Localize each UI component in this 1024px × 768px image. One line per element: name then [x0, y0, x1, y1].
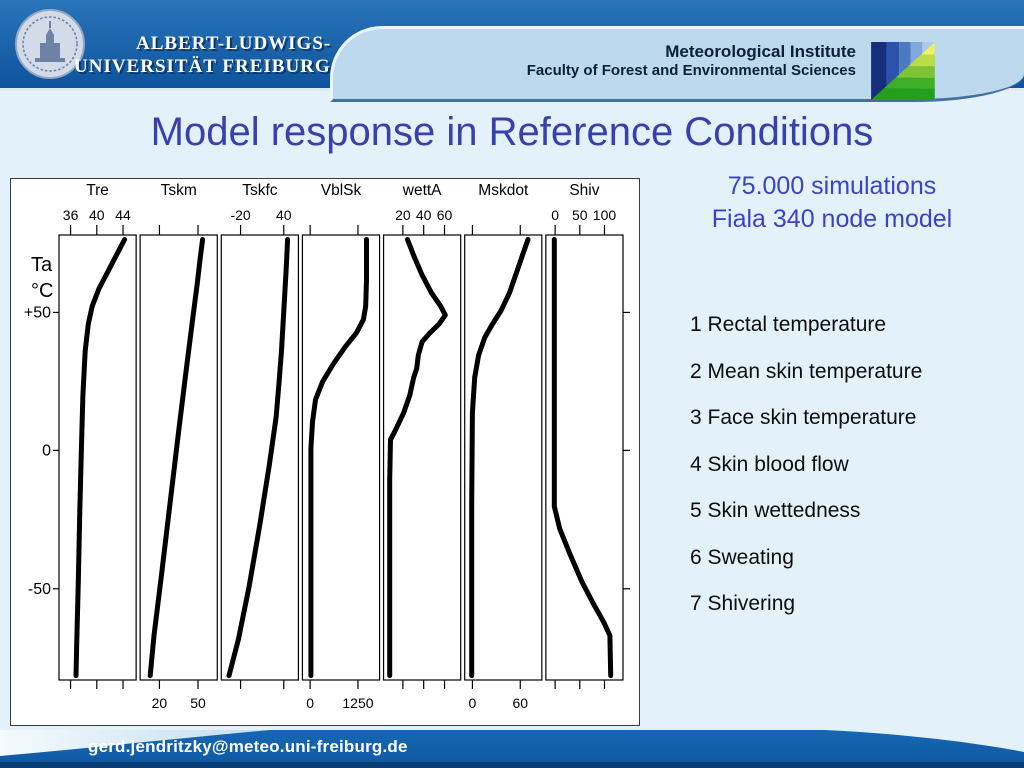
institute-logo-icon	[871, 42, 935, 100]
model-response-chart: Ta °C +50 0 -50 Tre 36 40 44 Tskm 20 50 Tskfc -20 40 Vb…	[24, 182, 630, 711]
university-branding: ALBERT-LUDWIGS- UNIVERSITÄT FREIBURG	[14, 8, 331, 80]
svg-text:40: 40	[276, 207, 292, 223]
svg-text:60: 60	[512, 695, 528, 711]
svg-text:Tre: Tre	[86, 182, 109, 199]
svg-text:40: 40	[416, 207, 432, 223]
svg-text:wettA: wettA	[402, 182, 442, 199]
legend-item: 2 Mean skin temperature	[690, 359, 923, 383]
chart-panel-Tskfc: Tskfc -20 40	[220, 182, 300, 689]
legend-item: 1 Rectal temperature	[690, 313, 887, 336]
chart-panel-Mskdot: Mskdot 0 60	[464, 182, 543, 711]
svg-text:Shiv: Shiv	[569, 182, 599, 199]
svg-text:44: 44	[115, 207, 131, 223]
simulation-note: 75.000 simulations Fiala 340 node model	[648, 170, 1016, 236]
chart-panel-Tskm: Tskm 20 50	[139, 182, 218, 711]
faculty-name: Faculty of Forest and Environmental Scie…	[526, 62, 856, 79]
legend-item: 5 Skin wettedness	[690, 499, 861, 522]
chart-panel-Tre: Tre 36 40 44	[58, 182, 137, 689]
footer-dark-edge	[0, 762, 1024, 768]
footer-right-curve	[824, 730, 1024, 752]
svg-text:60: 60	[437, 207, 453, 223]
svg-text:1250: 1250	[342, 695, 373, 711]
svg-text:VblSk: VblSk	[321, 182, 362, 199]
svg-text:Tskm: Tskm	[161, 182, 197, 199]
svg-text:Ta: Ta	[31, 254, 53, 276]
simulations-count: 75.000 simulations	[727, 172, 937, 200]
university-seal-icon	[15, 9, 85, 79]
variable-legend: 1 Rectal temperature 2 Mean skin tempera…	[690, 302, 922, 628]
svg-text:+50: +50	[24, 304, 51, 321]
chart-panel-wettA: wettA 20 40 60	[382, 182, 462, 689]
contact-email: gerd.jendritzky@meteo.uni-freiburg.de	[88, 737, 408, 756]
svg-text:0: 0	[42, 442, 51, 459]
legend-item: 4 Skin blood flow	[690, 452, 849, 476]
university-name-line2: UNIVERSITÄT FREIBURG	[74, 56, 331, 77]
institute-text: Meteorological Institute Faculty of Fore…	[527, 42, 856, 80]
chart-panel-VblSk: VblSk 0 1250	[301, 182, 381, 711]
svg-text:40: 40	[89, 207, 105, 223]
svg-text:20: 20	[152, 695, 168, 711]
footer-swoosh-decoration	[0, 730, 270, 756]
svg-text:50: 50	[190, 695, 206, 711]
university-name: ALBERT-LUDWIGS- UNIVERSITÄT FREIBURG	[74, 32, 331, 78]
page-title: Model response in Reference Conditions	[150, 110, 874, 154]
institute-branding: Meteorological Institute Faculty of Fore…	[527, 42, 936, 100]
legend-item: 3 Face skin temperature	[690, 406, 917, 429]
svg-text:0: 0	[469, 695, 477, 711]
model-name: Fiala 340 node model	[711, 205, 953, 233]
legend-item: 6 Sweating	[690, 545, 794, 569]
svg-text:36: 36	[63, 207, 79, 223]
svg-text:100: 100	[593, 207, 617, 223]
svg-text:0: 0	[306, 695, 314, 711]
svg-text:-20: -20	[230, 207, 250, 223]
svg-text:Tskfc: Tskfc	[242, 182, 278, 199]
institute-name: Meteorological Institute	[665, 42, 856, 61]
legend-item: 7 Shivering	[690, 592, 796, 615]
chart-figure: Ta °C +50 0 -50 Tre 36 40 44 Tskm 20 50 Tskfc -20 40 Vb…	[10, 178, 640, 726]
svg-text:50: 50	[572, 207, 588, 223]
university-name-line1: ALBERT-LUDWIGS-	[136, 33, 332, 54]
chart-panel-Shiv: Shiv 0 50 100	[545, 182, 624, 689]
svg-text:0: 0	[551, 207, 559, 223]
svg-text:20: 20	[395, 207, 411, 223]
svg-text:°C: °C	[31, 280, 53, 302]
footer-band: gerd.jendritzky@meteo.uni-freiburg.de	[0, 730, 1024, 768]
svg-text:-50: -50	[28, 581, 51, 598]
svg-text:Mskdot: Mskdot	[478, 182, 529, 199]
